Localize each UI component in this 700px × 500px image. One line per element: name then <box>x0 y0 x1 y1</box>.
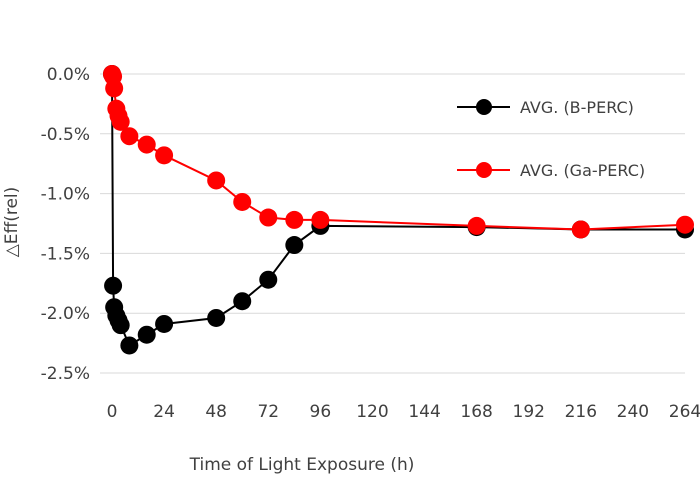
x-tick-label: 72 <box>257 402 279 422</box>
y-tick-label: -2.0% <box>41 304 90 324</box>
x-tick-label: 0 <box>107 402 118 422</box>
legend: AVG. (B-PERC) AVG. (Ga-PERC) <box>457 98 645 180</box>
x-tick-label: 96 <box>310 402 332 422</box>
series-ga-perc <box>103 65 694 239</box>
legend-marker-b-perc <box>476 99 492 115</box>
data-point <box>233 292 252 311</box>
y-axis-title: △Eff(rel) <box>2 187 22 258</box>
data-point <box>155 146 174 165</box>
x-tick-label: 192 <box>513 402 545 422</box>
data-point <box>207 308 226 327</box>
data-point <box>137 135 156 154</box>
data-point <box>207 171 226 190</box>
y-tick-label: -0.5% <box>41 125 90 145</box>
x-tick-label: 264 <box>669 402 700 422</box>
x-tick-label: 168 <box>460 402 492 422</box>
legend-marker-ga-perc <box>476 162 492 178</box>
data-point <box>259 270 278 289</box>
data-point <box>311 210 330 229</box>
y-tick-label: -2.5% <box>41 364 90 384</box>
data-point <box>285 236 304 255</box>
data-point <box>104 276 123 295</box>
data-point <box>111 316 130 335</box>
data-point <box>467 216 486 235</box>
x-axis-title: Time of Light Exposure (h) <box>189 455 415 475</box>
x-tick-label: 120 <box>356 402 388 422</box>
series-layer <box>103 65 694 355</box>
x-tick-label: 24 <box>153 402 175 422</box>
data-point <box>120 127 139 146</box>
gridlines <box>100 73 685 374</box>
x-tick-label: 216 <box>565 402 597 422</box>
y-tick-label: -1.5% <box>41 244 90 264</box>
data-point <box>105 79 124 98</box>
legend-item-ga-perc: AVG. (Ga-PERC) <box>457 161 645 180</box>
data-point <box>111 112 130 131</box>
data-point <box>285 210 304 229</box>
x-tick-label: 144 <box>408 402 440 422</box>
legend-item-b-perc: AVG. (B-PERC) <box>457 98 634 117</box>
data-point <box>571 220 590 239</box>
data-point <box>155 314 174 333</box>
y-tick-label: 0.0% <box>47 65 90 85</box>
tick-labels: 0.0% -0.5% -1.0% -1.5% -2.0% -2.5% 0 24 48 72 96 12… <box>41 65 700 422</box>
data-point <box>233 192 252 211</box>
data-point <box>676 215 694 234</box>
legend-label-b-perc: AVG. (B-PERC) <box>520 98 634 117</box>
data-point <box>259 208 278 227</box>
data-point <box>120 336 139 355</box>
x-tick-label: 240 <box>617 402 649 422</box>
data-point <box>137 325 156 344</box>
legend-label-ga-perc: AVG. (Ga-PERC) <box>520 161 645 180</box>
x-tick-label: 48 <box>205 402 227 422</box>
y-tick-label: -1.0% <box>41 185 90 205</box>
